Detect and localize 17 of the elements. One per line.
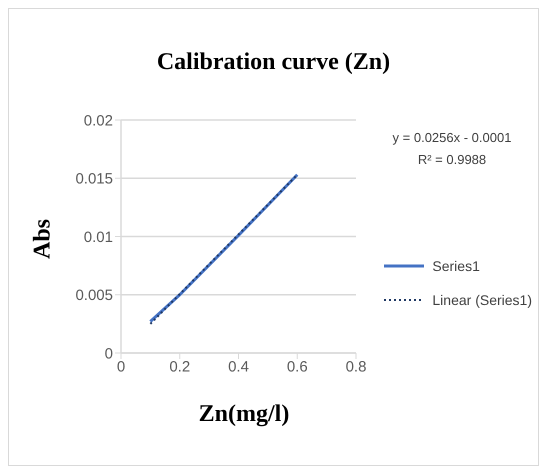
x-tick-label: 0.4	[228, 358, 249, 376]
y-tick-label: 0.02	[84, 112, 113, 130]
y-tick-label: 0.015	[75, 170, 113, 188]
y-axis-title: Abs	[30, 218, 56, 260]
y-tick-label: 0.005	[75, 287, 113, 304]
text: y = 0.0256x - 0.0001	[392, 129, 512, 147]
x-tick-label: 0.2	[169, 358, 190, 376]
y-tick-label: 0	[104, 345, 113, 362]
chart-title: Calibration curve (Zn)	[156, 49, 392, 76]
x-tick-label: 0.6	[286, 358, 308, 376]
x-tick-label: 0	[116, 358, 126, 376]
legend-label: Series1	[432, 257, 480, 276]
text: R² = 0.9988	[416, 151, 488, 169]
x-axis-title: Zn(mg/l)	[198, 401, 290, 428]
y-tick-label: 0.01	[84, 228, 113, 246]
x-tick-label: 0.8	[346, 358, 366, 376]
legend-label: Linear (Series1)	[432, 291, 532, 310]
